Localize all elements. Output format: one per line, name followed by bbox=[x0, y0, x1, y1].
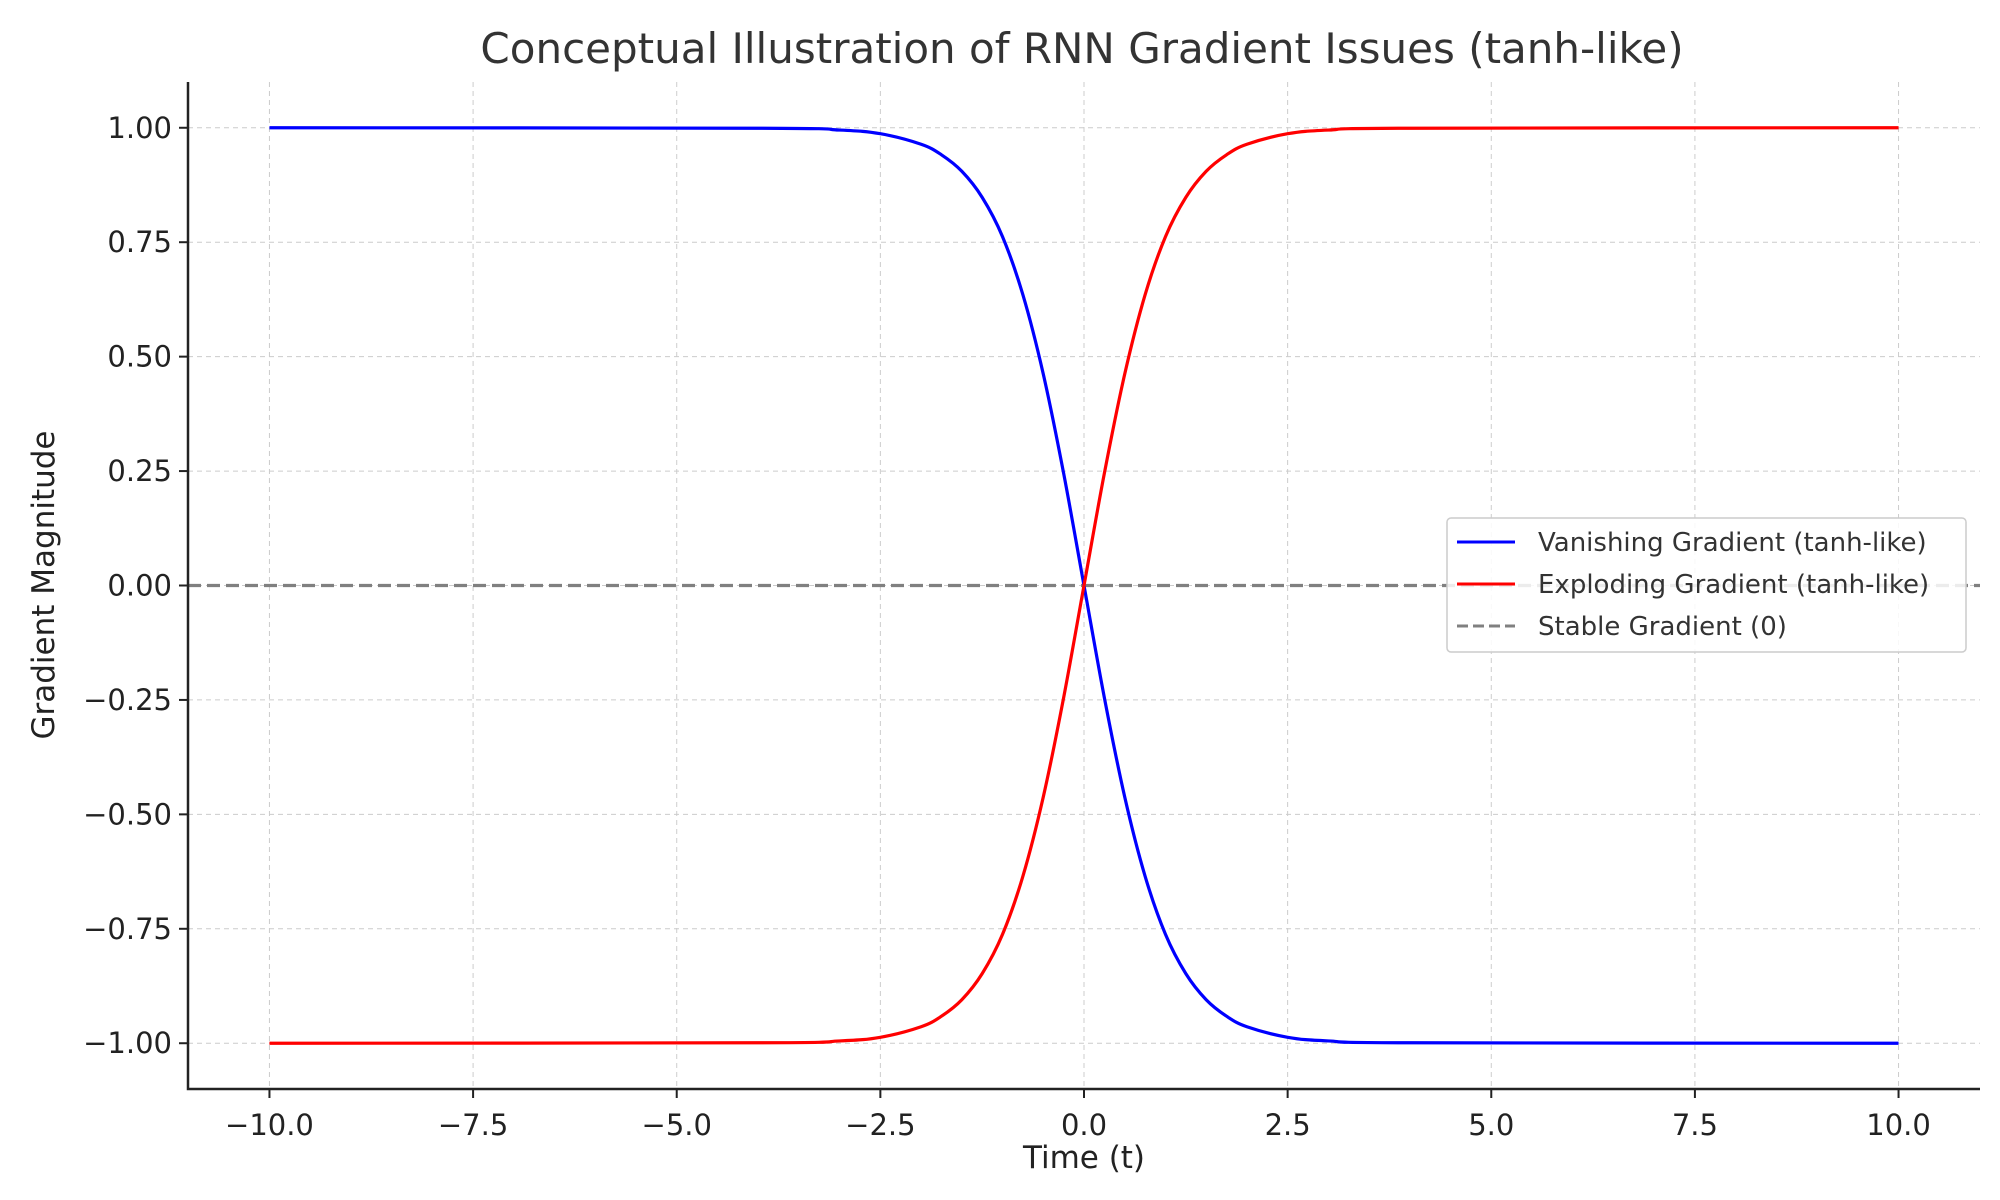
y-tick-label: −0.25 bbox=[83, 683, 172, 717]
y-tick-label: −0.50 bbox=[83, 797, 172, 831]
legend-label-vanishing: Vanishing Gradient (tanh-like) bbox=[1538, 528, 1927, 558]
x-tick-label: 10.0 bbox=[1866, 1108, 1931, 1142]
series-line-1 bbox=[269, 126, 1899, 1045]
y-tick-label: 1.00 bbox=[107, 111, 172, 145]
x-tick-label: 2.5 bbox=[1265, 1108, 1311, 1142]
y-tick-label: 0.50 bbox=[107, 340, 172, 374]
chart-title: Conceptual Illustration of RNN Gradient … bbox=[480, 24, 1683, 73]
y-axis-label: Gradient Magnitude bbox=[26, 430, 62, 739]
x-tick-label: 0.0 bbox=[1061, 1108, 1107, 1142]
x-tick-label: −10.0 bbox=[225, 1108, 314, 1142]
x-tick-label: 7.5 bbox=[1672, 1108, 1718, 1142]
axes bbox=[186, 82, 1980, 1091]
x-ticks: −10.0 −7.5 −5.0 −2.5 0.0 2.5 5.0 7.5 10.0 bbox=[225, 1089, 1931, 1142]
axis-spines bbox=[186, 82, 1980, 1091]
x-tick-label: −2.5 bbox=[845, 1108, 915, 1142]
y-tick-label: 0.75 bbox=[107, 225, 172, 259]
y-tick-label: −1.00 bbox=[83, 1026, 172, 1060]
y-tick-label: 0.25 bbox=[107, 454, 172, 488]
legend-label-exploding: Exploding Gradient (tanh-like) bbox=[1538, 570, 1929, 600]
x-tick-label: 5.0 bbox=[1468, 1108, 1514, 1142]
y-ticks: 1.00 0.75 0.50 0.25 0.00 −0.25 −0.50 −0.75 −1.00 bbox=[83, 111, 188, 1060]
x-tick-label: −5.0 bbox=[642, 1108, 712, 1142]
y-tick-label: 0.00 bbox=[107, 569, 172, 603]
x-tick-label: −7.5 bbox=[438, 1108, 508, 1142]
legend-label-stable: Stable Gradient (0) bbox=[1538, 612, 1787, 642]
y-tick-label: −0.75 bbox=[83, 912, 172, 946]
x-axis-label: Time (t) bbox=[1022, 1140, 1145, 1176]
legend: Vanishing Gradient (tanh-like) Exploding… bbox=[1446, 517, 1967, 653]
legend-box bbox=[1446, 517, 1967, 653]
